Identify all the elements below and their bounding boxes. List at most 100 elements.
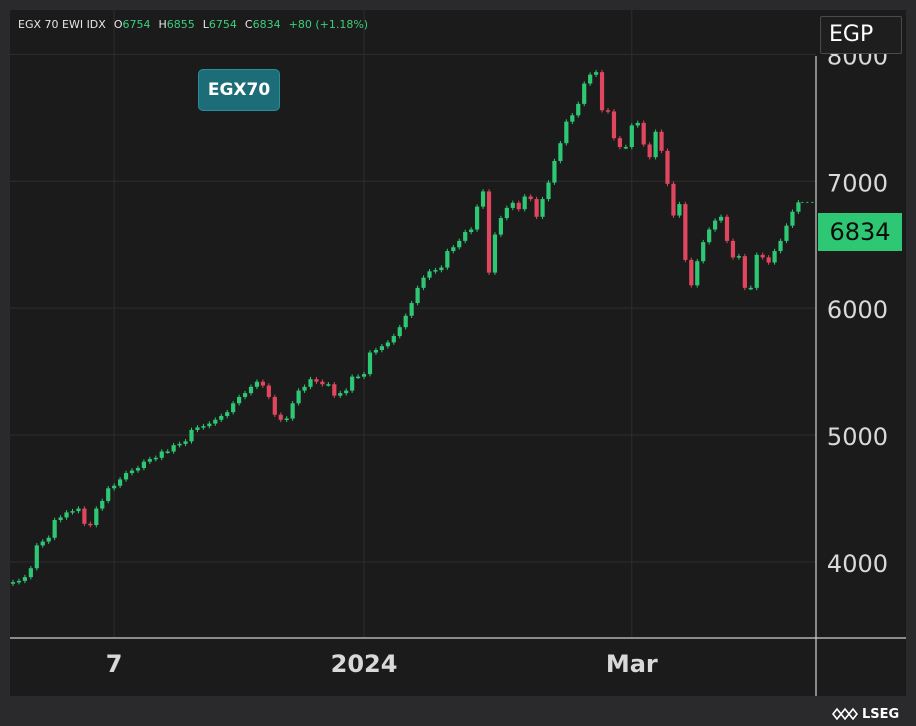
candle-body [284, 418, 289, 421]
y-tick-label: 4000 [827, 550, 888, 578]
candle-body [237, 396, 242, 404]
candle-body [112, 485, 117, 489]
candle-body [635, 122, 640, 126]
lseg-mark-icon [832, 707, 858, 721]
candle-body [385, 342, 390, 347]
candle-body [16, 580, 22, 583]
candle-body [391, 336, 396, 343]
candle-body [332, 384, 337, 396]
candle-body [165, 451, 170, 454]
candle-body [605, 110, 611, 112]
y-tick-label: 5000 [827, 423, 888, 451]
candle-body [480, 191, 486, 207]
candle-body [623, 147, 628, 149]
symbol-badge[interactable]: EGX70 [198, 69, 280, 111]
candle-body [582, 83, 587, 104]
candle-body [552, 160, 557, 183]
low-value: 6754 [208, 18, 237, 31]
candle-body [70, 511, 75, 513]
candle-body [326, 384, 331, 386]
candle-body [790, 211, 795, 226]
candle-body [189, 429, 194, 442]
currency-selector[interactable]: EGP [820, 16, 902, 54]
open-key: O [113, 18, 123, 31]
candle-body [463, 232, 468, 241]
candle-body [671, 183, 676, 216]
candle-body [290, 403, 295, 419]
high-key: H [158, 18, 167, 31]
candle-body [522, 196, 527, 210]
low-key: L [202, 18, 209, 31]
candle-body [106, 488, 111, 501]
candle-body [504, 207, 509, 219]
candle-body [10, 582, 16, 584]
candle-body [213, 419, 218, 424]
x-tick-label: 7 [106, 650, 123, 678]
candle-body [748, 287, 753, 290]
candle-body [76, 508, 81, 512]
candle-body [510, 202, 515, 208]
candle-body [100, 500, 105, 509]
candle-body [492, 234, 498, 273]
candle-body [28, 568, 33, 578]
candle-body [129, 470, 135, 474]
candle-body [171, 445, 176, 452]
candle-body [409, 303, 414, 316]
candle-body [742, 256, 747, 288]
candle-body [350, 376, 355, 391]
candle-body [338, 393, 343, 396]
candle-body [427, 271, 432, 278]
candle-body [754, 254, 759, 288]
candle-body [576, 103, 581, 116]
open-value: 6754 [122, 18, 151, 31]
change-value: +80 (+1.18%) [288, 18, 369, 31]
candle-body [599, 72, 605, 111]
candle-body [219, 415, 224, 420]
candle-body [588, 74, 593, 84]
candle-body [320, 381, 325, 385]
candle-body [689, 259, 694, 286]
candle-body [445, 251, 450, 268]
candle-body [421, 277, 426, 288]
high-value: 6855 [166, 18, 195, 31]
candle-body [379, 346, 384, 351]
candle-body [123, 473, 129, 480]
candle-body [724, 216, 730, 241]
candle-body [701, 242, 706, 262]
candle-body [718, 216, 724, 221]
candle-body [397, 327, 402, 337]
close-key: C [244, 18, 253, 31]
candle-body [486, 191, 492, 273]
candle-body [272, 396, 277, 415]
candle-body [534, 199, 539, 217]
candle-body [231, 403, 236, 413]
candle-body [629, 125, 634, 148]
candle-body [760, 254, 765, 258]
candle-body [254, 381, 260, 387]
candle-body [373, 350, 379, 353]
candle-body [34, 545, 39, 569]
candle-body [52, 520, 57, 538]
candle-body [641, 122, 646, 145]
candle-body [82, 508, 87, 524]
y-tick-label: 6000 [827, 296, 888, 324]
candle-body [64, 512, 69, 518]
x-tick-label: 2024 [331, 650, 398, 678]
candle-body [617, 138, 622, 148]
last-price-label: 6834 [818, 213, 902, 251]
candle-body [159, 451, 164, 458]
candle-body [451, 247, 456, 252]
candle-body [147, 459, 152, 462]
candle-body [248, 386, 254, 394]
candle-body [528, 196, 533, 200]
candle-body [736, 256, 741, 258]
candle-body [403, 315, 408, 328]
candle-body [356, 376, 361, 379]
candle-body [278, 414, 283, 420]
candle-body [260, 381, 265, 386]
candle-body [570, 115, 575, 122]
x-tick-label: Mar [606, 650, 658, 678]
candle-body [118, 479, 123, 486]
candle-body [58, 517, 63, 521]
